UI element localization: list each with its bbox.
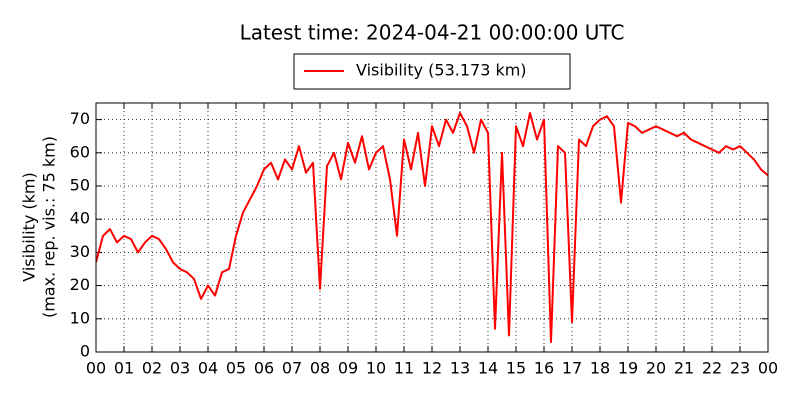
x-tick-label: 20 xyxy=(646,359,666,378)
x-tick-label: 18 xyxy=(590,359,610,378)
chart-title: Latest time: 2024-04-21 00:00:00 UTC xyxy=(240,21,625,45)
y-tick-label: 40 xyxy=(70,209,90,228)
x-tick-label: 11 xyxy=(394,359,414,378)
x-tick-label: 15 xyxy=(506,359,526,378)
x-tick-label: 21 xyxy=(674,359,694,378)
y-tick-label: 60 xyxy=(70,142,90,161)
x-tick-label: 07 xyxy=(282,359,302,378)
x-tick-label: 12 xyxy=(422,359,442,378)
y-tick-label: 50 xyxy=(70,176,90,195)
y-tick-label: 20 xyxy=(70,275,90,294)
x-tick-label: 22 xyxy=(702,359,722,378)
x-tick-label: 19 xyxy=(618,359,638,378)
x-tick-label: 03 xyxy=(170,359,190,378)
y-tick-label: 10 xyxy=(70,308,90,327)
x-tick-label: 04 xyxy=(198,359,218,378)
x-tick-label: 14 xyxy=(478,359,498,378)
plot-frame xyxy=(95,102,769,353)
x-tick-label: 06 xyxy=(254,359,274,378)
x-tick-label: 01 xyxy=(114,359,134,378)
x-tick-label: 00 xyxy=(758,359,778,378)
x-tick-label: 00 xyxy=(86,359,106,378)
x-tick-label: 23 xyxy=(730,359,750,378)
y-tick-label: 30 xyxy=(70,242,90,261)
y-axis-label: Visibility (km) xyxy=(20,172,39,281)
legend-label: Visibility (53.173 km) xyxy=(356,61,527,80)
x-tick-label: 13 xyxy=(450,359,470,378)
data-line xyxy=(96,111,768,344)
x-tick-label: 17 xyxy=(562,359,582,378)
x-tick-label: 05 xyxy=(226,359,246,378)
x-tick-label: 16 xyxy=(534,359,554,378)
x-tick-label: 08 xyxy=(310,359,330,378)
y-tick-label: 0 xyxy=(80,342,90,361)
y-axis-label: (max. rep. vis.: 75 km) xyxy=(40,136,59,318)
x-tick-label: 10 xyxy=(366,359,386,378)
x-tick-label: 02 xyxy=(142,359,162,378)
y-tick-label: 70 xyxy=(70,109,90,128)
x-tick-label: 09 xyxy=(338,359,358,378)
